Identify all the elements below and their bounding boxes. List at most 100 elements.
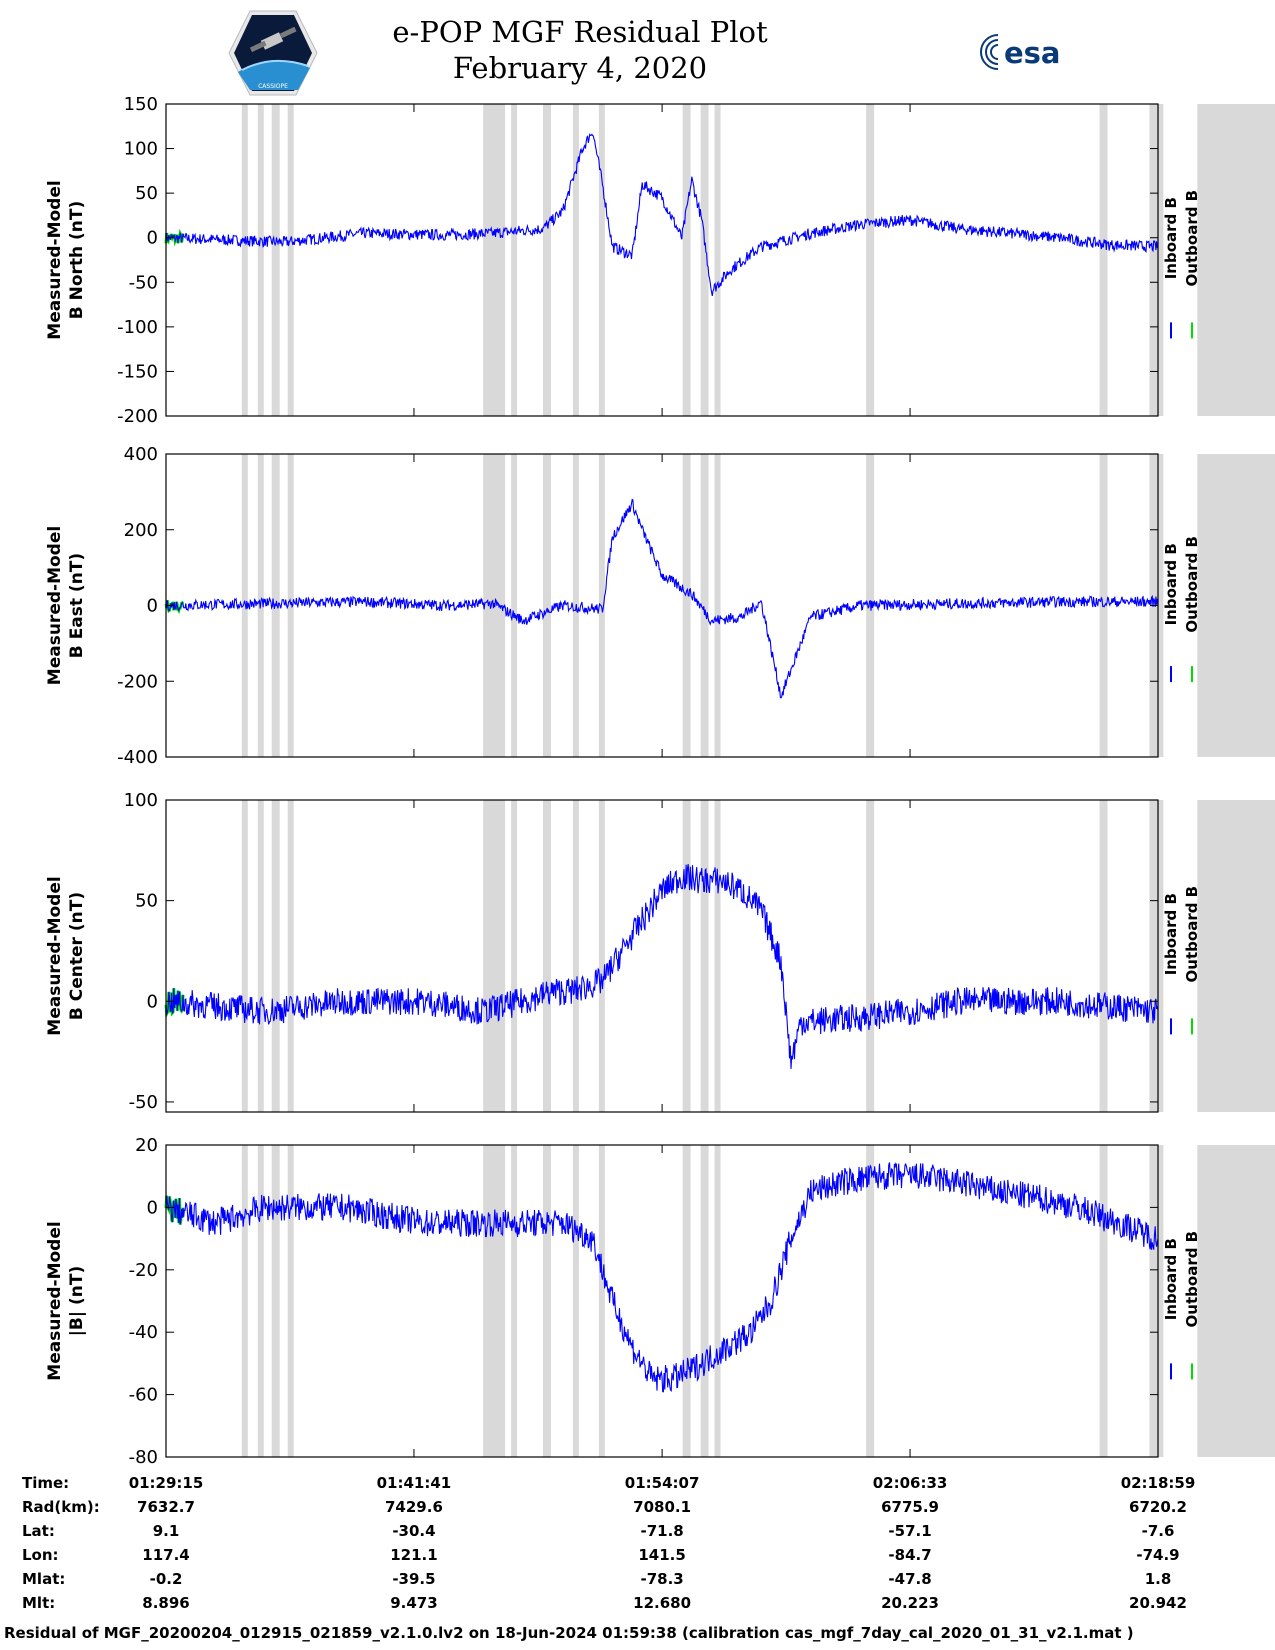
shaded-interval bbox=[287, 1145, 294, 1457]
shaded-interval bbox=[598, 104, 605, 416]
y-tick-label: -100 bbox=[117, 317, 158, 338]
legend-label: Outboard B bbox=[1183, 1231, 1201, 1328]
table-cell: -7.6 bbox=[1142, 1522, 1175, 1540]
shaded-interval bbox=[598, 454, 605, 757]
axes-box bbox=[165, 103, 1159, 417]
y-axis-label: Measured-Model bbox=[45, 526, 65, 685]
shaded-interval bbox=[714, 104, 721, 416]
shaded-interval bbox=[598, 800, 605, 1112]
y-tick-label: 50 bbox=[135, 183, 158, 204]
table-cell: 01:29:15 bbox=[129, 1474, 204, 1492]
legend-label: Outboard B bbox=[1183, 536, 1201, 633]
shaded-interval bbox=[1197, 1145, 1275, 1457]
table-row-label: Mlt: bbox=[22, 1594, 55, 1612]
y-tick-label: 150 bbox=[124, 94, 158, 115]
table-cell: 20.223 bbox=[881, 1594, 939, 1612]
inboard-series-line bbox=[165, 863, 1159, 1069]
table-row-label: Lat: bbox=[22, 1522, 55, 1540]
shaded-interval bbox=[682, 800, 691, 1112]
cassiope-logo-icon: CASSIOPE bbox=[228, 10, 318, 96]
shaded-interval bbox=[1197, 104, 1275, 416]
shaded-interval bbox=[271, 104, 280, 416]
shaded-interval bbox=[287, 454, 294, 757]
y-axis-label: Measured-Model bbox=[45, 876, 65, 1035]
table-cell: 7632.7 bbox=[137, 1498, 195, 1516]
table-cell: 01:54:07 bbox=[625, 1474, 700, 1492]
y-tick-label: -60 bbox=[129, 1385, 158, 1406]
panel-1: 150 100 50 0 -50 -100 -150 -200 Measured-Model B … bbox=[45, 94, 1275, 427]
shaded-interval bbox=[241, 454, 248, 757]
y-tick-label: -200 bbox=[117, 406, 158, 427]
shaded-interval bbox=[700, 1145, 709, 1457]
panel-3: 100 50 0 -50 Measured-Model B Center (nT) Inbo… bbox=[45, 790, 1275, 1113]
y-axis-label: |B| (nT) bbox=[67, 1266, 87, 1337]
legend-label: Inboard B bbox=[1162, 543, 1180, 625]
footer-text: Residual of MGF_20200204_012915_021859_v… bbox=[4, 1624, 1134, 1642]
shaded-interval bbox=[241, 104, 248, 416]
esa-logo-icon: esa bbox=[980, 34, 1061, 70]
y-tick-label: -50 bbox=[129, 272, 158, 293]
legend-label: Inboard B bbox=[1162, 1238, 1180, 1320]
shaded-interval bbox=[866, 104, 875, 416]
table-cell: 6720.2 bbox=[1129, 1498, 1187, 1516]
table-row-label: Time: bbox=[22, 1474, 69, 1492]
shaded-interval bbox=[257, 800, 264, 1112]
shaded-interval bbox=[598, 1145, 605, 1457]
shaded-interval bbox=[483, 104, 506, 416]
y-tick-label: -200 bbox=[117, 671, 158, 692]
shaded-interval bbox=[241, 1145, 248, 1457]
shaded-interval bbox=[1099, 1145, 1108, 1457]
shaded-interval bbox=[866, 1145, 875, 1457]
table-cell: -47.8 bbox=[888, 1570, 931, 1588]
y-tick-label: -40 bbox=[129, 1322, 158, 1343]
y-axis-label: Measured-Model bbox=[45, 180, 65, 339]
shaded-interval bbox=[572, 800, 579, 1112]
table-cell: 117.4 bbox=[142, 1546, 189, 1564]
legend-label: Outboard B bbox=[1183, 886, 1201, 983]
shaded-interval bbox=[700, 800, 709, 1112]
shaded-interval bbox=[483, 1145, 506, 1457]
shaded-interval bbox=[572, 104, 579, 416]
y-tick-label: 20 bbox=[135, 1135, 158, 1156]
shaded-interval bbox=[287, 800, 294, 1112]
shaded-interval bbox=[714, 454, 721, 757]
shaded-interval bbox=[714, 800, 721, 1112]
shaded-interval bbox=[511, 1145, 518, 1457]
inboard-series-line bbox=[165, 498, 1159, 699]
y-tick-label: 0 bbox=[147, 1197, 158, 1218]
shaded-interval bbox=[257, 1145, 264, 1457]
shaded-interval bbox=[1099, 800, 1108, 1112]
y-tick-label: 0 bbox=[147, 228, 158, 249]
shaded-interval bbox=[511, 454, 518, 757]
table-cell: 7429.6 bbox=[385, 1498, 443, 1516]
shaded-interval bbox=[511, 104, 518, 416]
shaded-interval bbox=[1149, 1145, 1164, 1457]
shaded-interval bbox=[543, 1145, 551, 1457]
table-cell: -57.1 bbox=[888, 1522, 931, 1540]
table-cell: 6775.9 bbox=[881, 1498, 939, 1516]
shaded-interval bbox=[1099, 104, 1108, 416]
shaded-interval bbox=[241, 800, 248, 1112]
y-axis-label: B North (nT) bbox=[67, 201, 87, 320]
shaded-interval bbox=[682, 104, 691, 416]
y-tick-label: -50 bbox=[129, 1092, 158, 1113]
y-tick-label: 400 bbox=[124, 444, 158, 465]
y-tick-label: -20 bbox=[129, 1260, 158, 1281]
table-cell: -39.5 bbox=[392, 1570, 435, 1588]
panel-2: 400 200 0 -200 -400 Measured-Model B East (nT)… bbox=[45, 444, 1275, 768]
shaded-interval bbox=[257, 104, 264, 416]
inboard-series-line bbox=[165, 133, 1159, 297]
inboard-series-line bbox=[165, 1162, 1159, 1393]
shaded-interval bbox=[682, 454, 691, 757]
table-cell: 8.896 bbox=[142, 1594, 189, 1612]
chart-title: e-POP MGF Residual Plot February 4, 2020 bbox=[330, 14, 830, 86]
y-axis-label: B Center (nT) bbox=[67, 892, 87, 1020]
esa-logo-text: esa bbox=[1004, 36, 1061, 70]
table-cell: 02:18:59 bbox=[1121, 1474, 1196, 1492]
shaded-interval bbox=[682, 1145, 691, 1457]
table-cell: 01:41:41 bbox=[377, 1474, 452, 1492]
title-line-1: e-POP MGF Residual Plot bbox=[392, 15, 768, 49]
shaded-interval bbox=[543, 800, 551, 1112]
shaded-interval bbox=[866, 800, 875, 1112]
